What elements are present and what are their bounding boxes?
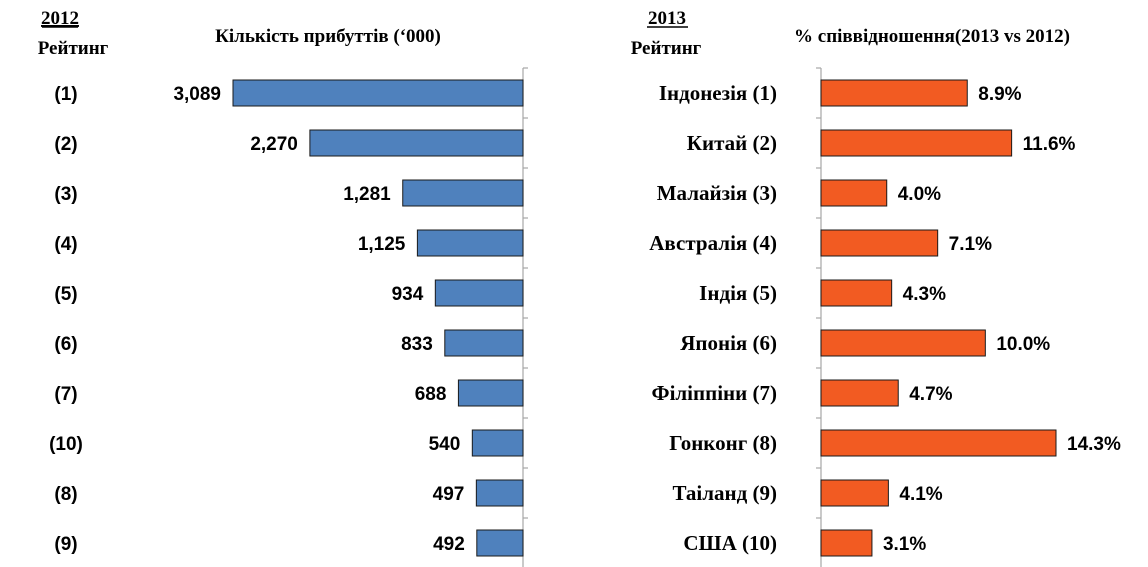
right-country-label: Гонконг (8) (669, 431, 777, 455)
right-bar (820, 279, 893, 307)
right-bar (820, 79, 968, 107)
right-bar-value-label: 14.3% (1067, 434, 1121, 455)
right-bar (820, 529, 873, 557)
right-country-label: Таіланд (9) (672, 481, 777, 505)
right-bar-value-label: 4.7% (909, 384, 952, 405)
left-bar-value-label: 934 (392, 284, 424, 305)
left-chart-title: Кількість прибуттів (‘000) (215, 26, 441, 47)
right-bar-value-label: 11.6% (1023, 134, 1076, 155)
right-country-label: США (10) (683, 531, 777, 555)
left-bar-value-label: 833 (401, 334, 433, 355)
left-rank-label: (6) (54, 334, 77, 355)
right-rank-header: Рейтинг (631, 38, 702, 59)
left-bar (309, 129, 524, 157)
left-bar (434, 279, 524, 307)
right-country-label: Австралія (4) (649, 231, 777, 255)
left-bar-value-label: 1,125 (358, 234, 406, 255)
left-bar (471, 429, 524, 457)
left-rank-label: (8) (54, 484, 77, 505)
left-bar-value-label: 492 (433, 534, 465, 555)
right-bar (820, 429, 1057, 457)
right-country-label: Філіппіни (7) (652, 381, 777, 405)
right-bar (820, 379, 899, 407)
right-year-header: 2013 (648, 8, 686, 29)
left-bar (232, 79, 524, 107)
right-country-label: Індонезія (1) (659, 81, 777, 105)
right-bar-value-label: 3.1% (883, 534, 926, 555)
left-bar-value-label: 1,281 (343, 184, 391, 205)
left-rank-label: (2) (54, 134, 77, 155)
left-year-header: 2012 (41, 8, 79, 29)
left-bar-chart: 3,089 (1) 2,270 (2) 1,281 (3) 1,125 (4) 934 (5) 83… (49, 67, 528, 567)
left-rank-label: (4) (54, 234, 77, 255)
right-chart-title: % співвідношення(2013 vs 2012) (794, 26, 1070, 47)
left-bar (457, 379, 524, 407)
right-bar-value-label: 4.3% (903, 284, 946, 305)
right-bar-value-label: 10.0% (996, 334, 1050, 355)
right-country-label: Малайзія (3) (657, 181, 777, 205)
left-bar-value-label: 3,089 (173, 84, 221, 105)
right-bar-chart: 8.9% Індонезія (1) 11.6% Китай (2) 4.0% Малай… (649, 67, 1121, 567)
left-rank-label: (9) (54, 534, 77, 555)
left-rank-header: Рейтинг (38, 38, 109, 59)
right-bar (820, 179, 888, 207)
left-bar-value-label: 688 (415, 384, 447, 405)
left-bar (402, 179, 524, 207)
right-bar (820, 329, 986, 357)
left-bar (416, 229, 524, 257)
right-bar-value-label: 8.9% (978, 84, 1021, 105)
left-bar-value-label: 540 (429, 434, 461, 455)
left-bar-value-label: 497 (433, 484, 465, 505)
left-bar-value-label: 2,270 (250, 134, 298, 155)
left-bar (476, 529, 524, 557)
right-bar (820, 129, 1013, 157)
left-bar (444, 329, 524, 357)
right-country-label: Китай (2) (687, 131, 777, 155)
right-country-label: Індія (5) (699, 281, 777, 305)
left-rank-label: (10) (49, 434, 83, 455)
right-bar (820, 229, 939, 257)
right-bar-value-label: 4.0% (898, 184, 941, 205)
left-rank-label: (5) (54, 284, 77, 305)
left-rank-label: (3) (54, 184, 77, 205)
left-rank-label: (1) (54, 84, 77, 105)
right-country-label: Японія (6) (680, 331, 777, 355)
left-rank-label: (7) (54, 384, 77, 405)
right-bar-value-label: 4.1% (899, 484, 942, 505)
right-bar (820, 479, 889, 507)
left-bar (475, 479, 524, 507)
right-bar-value-label: 7.1% (949, 234, 992, 255)
